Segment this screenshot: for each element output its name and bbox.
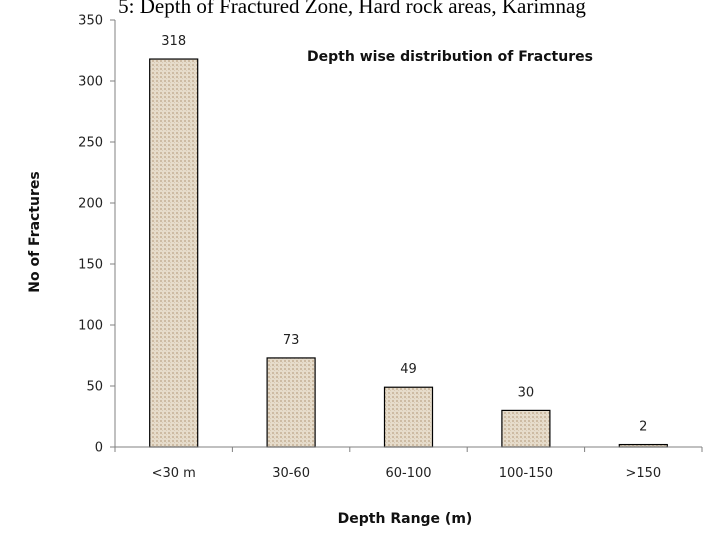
bar-1	[266, 357, 316, 448]
page-heading: 5: Depth of Fractured Zone, Hard rock ar…	[118, 0, 586, 18]
x-axis-title: Depth Range (m)	[338, 511, 473, 527]
data-label-2: 49	[400, 362, 417, 377]
y-tick-label: 200	[78, 197, 103, 212]
data-label-0: 318	[161, 34, 186, 49]
y-tick-label: 150	[78, 258, 103, 273]
data-label-4: 2	[639, 420, 647, 435]
y-tick-label: 0	[95, 441, 103, 456]
x-tick-label-1: 30-60	[272, 466, 310, 481]
x-tick-label-2: 60-100	[385, 466, 431, 481]
x-tick-label-3: 100-150	[499, 466, 553, 481]
chart-title: Depth wise distribution of Fractures	[307, 49, 593, 65]
y-tick-label: 250	[78, 136, 103, 151]
x-tick-label-0: <30 m	[152, 466, 196, 481]
bars: 318 73 49 30 2	[149, 34, 668, 448]
x-tick-label-4: >150	[625, 466, 661, 481]
data-label-3: 30	[518, 385, 535, 400]
bar-2	[383, 386, 434, 448]
x-axis-ticks: <30 m 30-60 60-100 100-150 >150	[114, 447, 703, 481]
y-tick-label: 50	[86, 380, 103, 395]
y-tick-label: 300	[78, 75, 103, 90]
bar-3	[501, 409, 551, 448]
y-axis-title: No of Fractures	[27, 171, 43, 293]
y-tick-label: 350	[78, 14, 103, 29]
y-tick-label: 100	[78, 319, 103, 334]
data-label-1: 73	[283, 333, 300, 348]
y-axis-ticks: 0 50 100 150 200 250 300 350	[78, 14, 115, 456]
bar-0	[149, 58, 199, 448]
